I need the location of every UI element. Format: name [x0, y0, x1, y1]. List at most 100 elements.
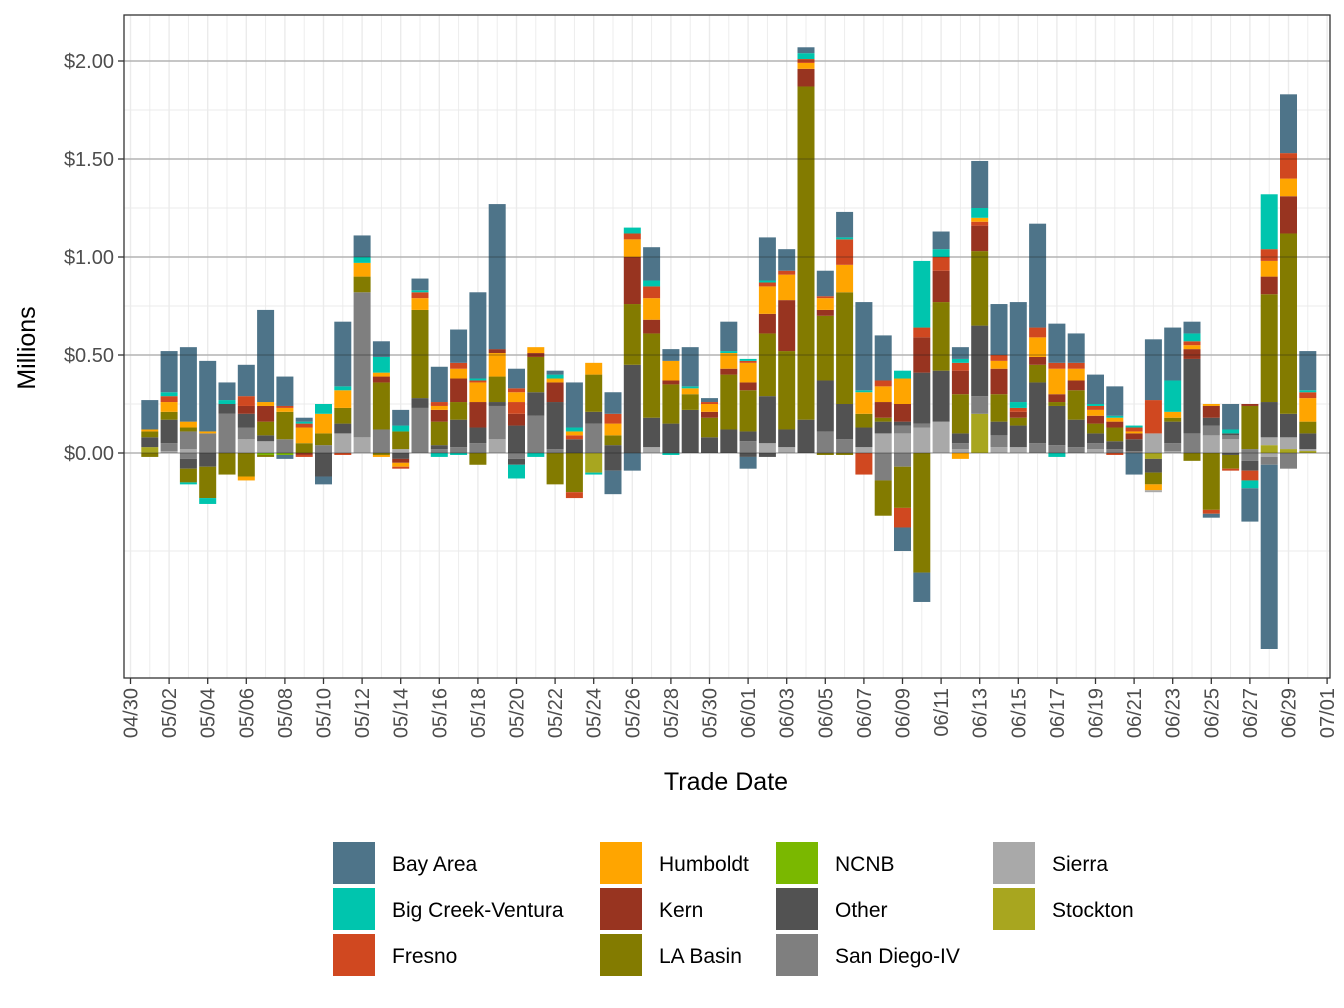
bar-segment-san-diego-iv — [430, 449, 448, 453]
bar-segment-humboldt — [372, 454, 390, 457]
bar-segment-bay-area — [990, 304, 1008, 355]
bar-segment-other — [1260, 402, 1278, 438]
bar-segment-bay-area — [720, 321, 738, 352]
bar-segment-bay-area — [1125, 453, 1143, 475]
bar-segment-other — [990, 421, 1008, 436]
bar-segment-other — [681, 409, 699, 453]
bar-segment-la-basin — [315, 433, 332, 446]
legend-label: Fresno — [392, 945, 457, 968]
bar-05/02 — [160, 351, 178, 453]
bar-segment-sierra — [1009, 447, 1027, 453]
bar-segment-la-basin — [874, 480, 892, 516]
legend-item-big-creek-ventura: Big Creek-Ventura — [333, 888, 564, 930]
bar-segment-kern — [894, 404, 911, 422]
bar-segment-big-creek-ventura — [797, 53, 815, 60]
bar-segment-la-basin — [334, 407, 352, 424]
bar-segment-bay-area — [1029, 223, 1047, 328]
bar-segment-big-creek-ventura — [623, 227, 641, 234]
bar-segment-stockton — [1280, 449, 1297, 453]
bar-segment-humboldt — [1144, 484, 1162, 491]
bar-segment-big-creek-ventura — [199, 498, 217, 504]
bar-segment-other — [508, 458, 525, 465]
bar-segment-la-basin — [450, 402, 468, 420]
bar-segment-la-basin — [971, 251, 989, 326]
bar-06/01 — [739, 358, 757, 469]
bar-segment-other — [1222, 433, 1240, 436]
bar-segment-other — [1087, 433, 1104, 444]
bar-06/25 — [1202, 404, 1220, 518]
x-tick-label: 04/30 — [121, 688, 143, 738]
bar-segment-la-basin — [701, 417, 718, 438]
bar-segment-big-creek-ventura — [1087, 404, 1104, 406]
bar-segment-other — [585, 411, 603, 424]
bar-segment-kern — [932, 270, 950, 303]
bar-segment-sierra — [160, 451, 178, 453]
bar-segment-fresno — [450, 362, 468, 369]
bar-segment-bay-area — [1241, 488, 1259, 522]
bar-segment-bay-area — [894, 527, 911, 551]
legend-swatch — [600, 888, 642, 930]
bar-segment-san-diego-iv — [508, 453, 525, 459]
bar-segment-kern — [1029, 356, 1047, 365]
bar-segment-fresno — [990, 355, 1008, 361]
bar-segment-sierra — [990, 447, 1008, 453]
bar-segment-other — [623, 364, 641, 453]
legend-label: Stockton — [1052, 899, 1134, 922]
bar-segment-bay-area — [836, 211, 854, 238]
bar-segment-other — [1106, 441, 1124, 450]
bar-segment-humboldt — [179, 421, 197, 428]
x-tick-label: 05/04 — [198, 688, 220, 738]
y-tick-label: $2.00 — [64, 51, 114, 73]
bar-segment-humboldt — [1280, 178, 1297, 197]
bar-segment-humboldt — [739, 362, 757, 383]
bar-segment-other — [913, 372, 931, 424]
bar-segment-big-creek-ventura — [1009, 402, 1027, 408]
bar-06/29 — [1280, 94, 1297, 469]
bar-segment-bay-area — [1048, 323, 1066, 363]
bar-segment-humboldt — [527, 347, 545, 354]
bar-segment-humboldt — [604, 423, 622, 436]
bar-segment-bay-area — [160, 351, 178, 393]
bar-06/06 — [836, 211, 854, 455]
bar-segment-fresno — [1048, 362, 1066, 369]
bar-segment-fresno — [1183, 341, 1201, 346]
bar-05/26 — [623, 227, 641, 471]
bar-segment-bay-area — [1299, 351, 1317, 391]
bar-segment-big-creek-ventura — [1222, 429, 1240, 434]
legend-item-bay-area: Bay Area — [333, 842, 478, 884]
bar-segment-la-basin — [411, 309, 429, 399]
bar-segment-bay-area — [913, 572, 931, 602]
bar-06/19 — [1087, 374, 1104, 453]
bar-segment-humboldt — [894, 378, 911, 404]
bar-segment-humboldt — [951, 453, 969, 459]
legend-swatch — [776, 888, 818, 930]
bar-06/27 — [1241, 404, 1259, 522]
bar-segment-ncnb — [276, 453, 294, 455]
bar-segment-kern — [237, 405, 255, 414]
bar-segment-la-basin — [141, 453, 159, 457]
bar-05/30 — [701, 398, 718, 453]
bar-segment-kern — [701, 411, 718, 418]
bar-segment-san-diego-iv — [913, 423, 931, 428]
bar-segment-other — [546, 402, 564, 450]
bar-segment-other — [758, 453, 776, 457]
bar-segment-big-creek-ventura — [836, 237, 854, 240]
bar-segment-fresno — [913, 327, 931, 338]
bar-05/06 — [237, 364, 255, 481]
bar-segment-other — [469, 427, 487, 444]
bar-segment-fresno — [1125, 427, 1143, 432]
bar-segment-fresno — [430, 402, 448, 406]
bar-segment-stockton — [1260, 445, 1278, 453]
bar-segment-other — [701, 437, 718, 453]
bar-segment-sierra — [1144, 490, 1162, 493]
legend-label: Kern — [659, 899, 703, 922]
bar-segment-kern — [1087, 415, 1104, 424]
bar-06/16 — [1029, 223, 1047, 453]
bar-segment-humboldt — [450, 368, 468, 379]
bar-segment-other — [662, 423, 680, 453]
bar-segment-la-basin — [1280, 233, 1297, 414]
bar-06/28 — [1260, 194, 1278, 649]
bar-segment-sierra — [1299, 449, 1317, 452]
bar-segment-san-diego-iv — [971, 396, 989, 414]
